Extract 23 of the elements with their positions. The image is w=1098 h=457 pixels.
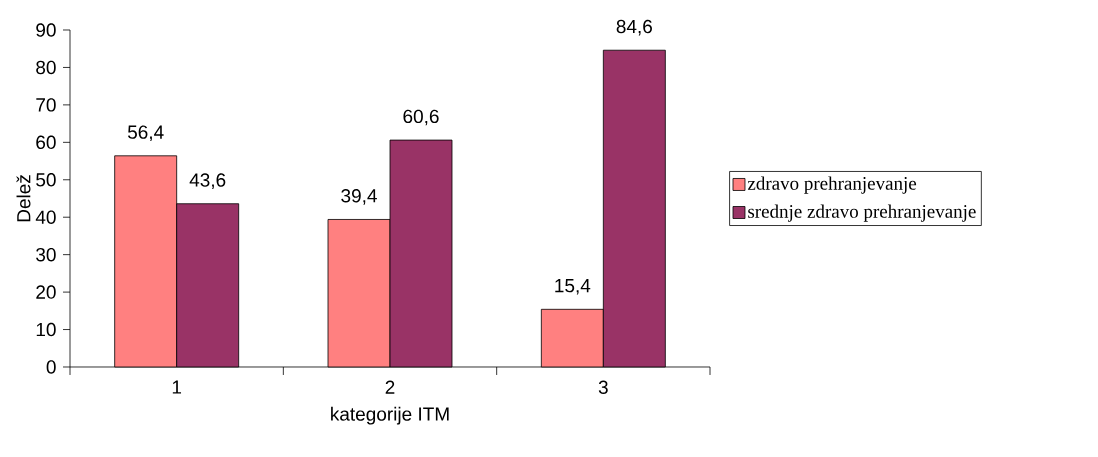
- y-tick-label: 0: [46, 360, 56, 374]
- y-tick-label: 60: [36, 135, 56, 150]
- y-tick-label: 40: [35, 210, 56, 224]
- data-label: 84,6: [616, 19, 652, 36]
- data-label: 60,6: [403, 109, 439, 126]
- y-axis-title: Delež: [16, 175, 31, 222]
- data-label: 43,6: [189, 173, 226, 189]
- x-axis-title: kategorije ITM: [331, 406, 449, 425]
- y-tick-label: 50: [36, 173, 56, 187]
- y-tick-label: 20: [36, 285, 56, 299]
- y-tick-label: 80: [36, 60, 56, 75]
- x-tick-label: 1: [172, 380, 182, 394]
- y-tick-label: 30: [36, 247, 56, 262]
- y-tick-label: 70: [36, 98, 56, 112]
- y-tick-label: 10: [36, 322, 56, 337]
- data-label: 56,4: [127, 125, 164, 142]
- legend-label: srednje zdravo prehranjevanje: [748, 204, 976, 222]
- data-label: 15,4: [555, 279, 591, 295]
- x-tick-label: 3: [598, 380, 608, 394]
- legend-label: zdravo prehranjevanje: [747, 176, 917, 194]
- data-label: 39,4: [341, 189, 377, 205]
- x-tick-label: 2: [385, 380, 395, 394]
- y-tick-label: 90: [36, 23, 56, 37]
